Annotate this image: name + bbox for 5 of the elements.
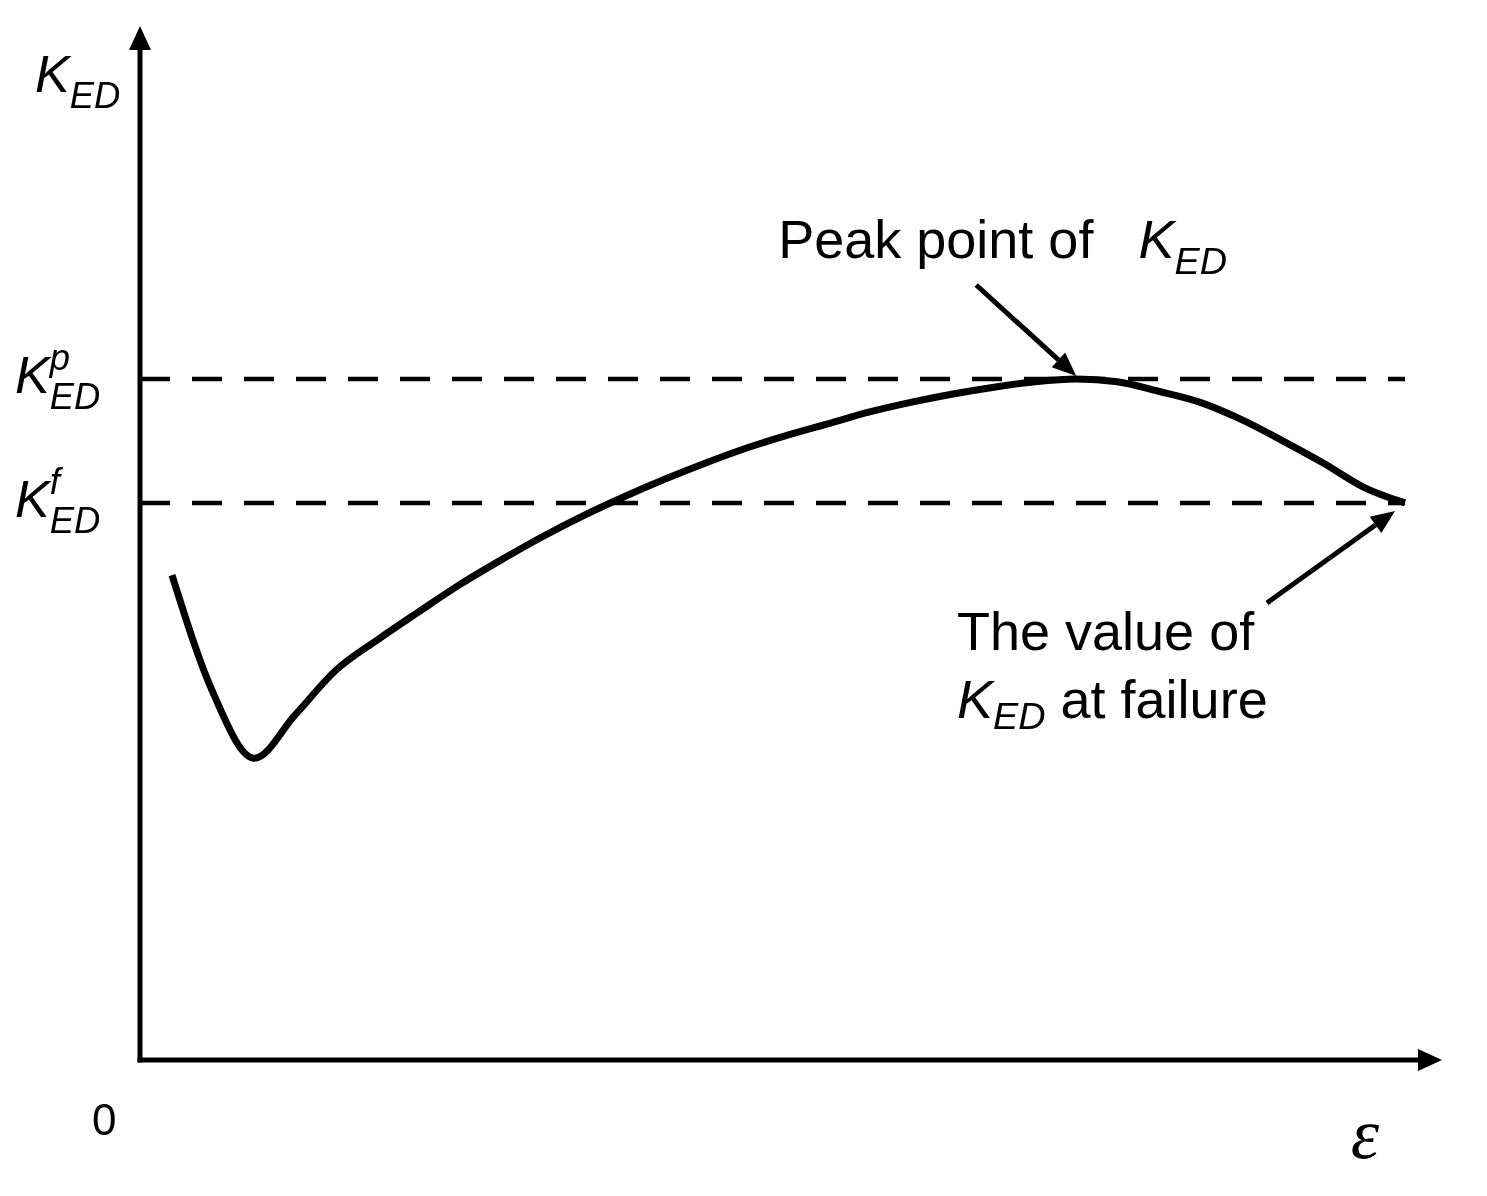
text: K$_{ED}$ [35, 45, 121, 116]
annotation: The value of K$_{ED}$ at failure [957, 601, 1268, 738]
text: 0 [92, 1095, 117, 1144]
annotation: Peak point of K$_{ED}$ [778, 209, 1227, 283]
x-axis-title: ε [1350, 1094, 1380, 1174]
